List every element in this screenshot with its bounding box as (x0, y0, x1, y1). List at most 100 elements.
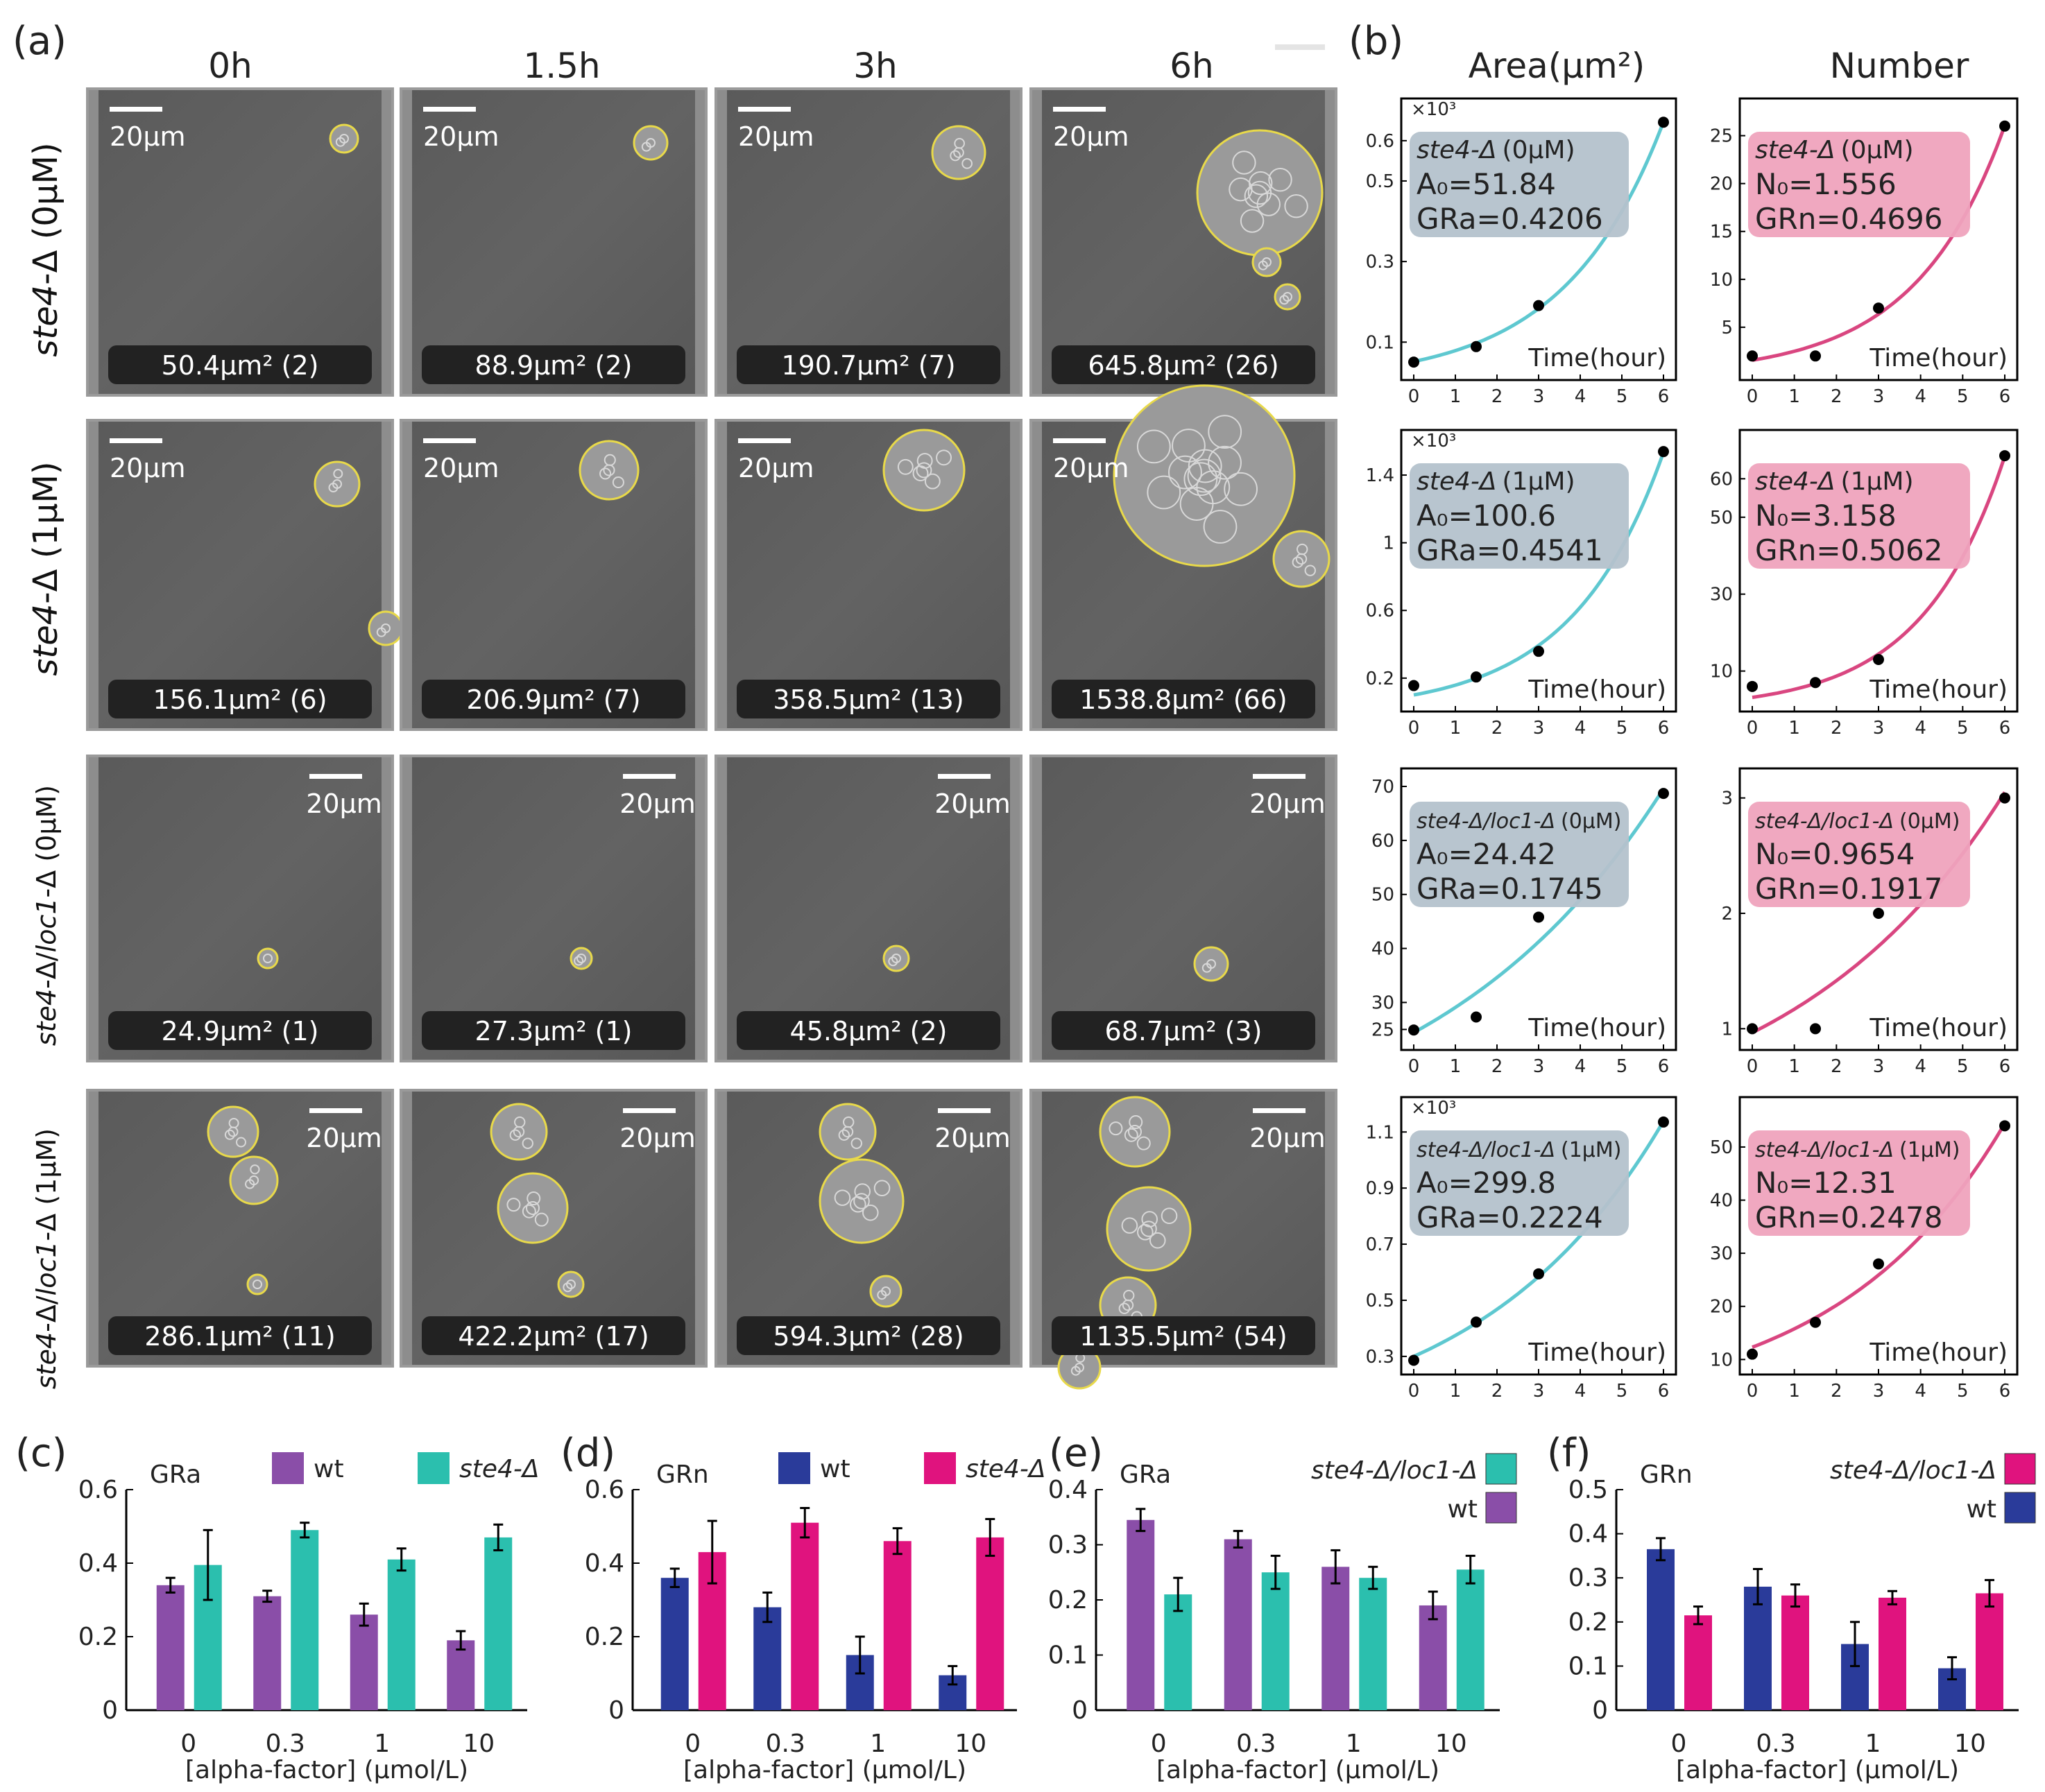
y-tick-label: 2 (1721, 904, 1733, 924)
y-tick-label: 0.3 (1048, 1531, 1088, 1560)
category-label: 0.3 (266, 1730, 305, 1758)
yeast-cell (612, 476, 624, 489)
y-tick-label: 0 (608, 1696, 624, 1725)
yeast-cell (1203, 510, 1238, 544)
yeast-cell (843, 1116, 855, 1128)
x-tick-label: 6 (1658, 386, 1670, 407)
bar-chart-e: 0 0.1 0.2 0.3 0.4 0 0.3 1 10[alpha-factor] (μmol… (1048, 1453, 1517, 1784)
fit-strain-label: ste4-Δ/loc1-Δ (1μM) (1755, 1138, 1960, 1162)
y-tick-label: 0.6 (1366, 601, 1394, 621)
y-tick-label: 70 (1371, 777, 1394, 798)
bar-wt-0.3 (1224, 1539, 1252, 1710)
time-header-1: 1.5h (523, 46, 600, 86)
x-tick-label: 5 (1957, 1056, 1969, 1077)
time-axis-label: Time(hour) (1869, 1338, 2008, 1367)
yeast-cell (1121, 1217, 1138, 1234)
x-tick-label: 6 (1658, 1381, 1670, 1402)
fit-info-box (1748, 463, 1970, 569)
data-point (1747, 680, 1758, 692)
column-header-number: Number (1830, 46, 1969, 86)
caption-box (422, 1011, 685, 1050)
colony-outline (497, 1172, 569, 1244)
x-tick-label: 0 (1408, 1056, 1420, 1077)
row-label-1: ste4-Δ (1μM) (26, 461, 65, 675)
micro-tile-bg (1029, 755, 1337, 1062)
channel-edge (1010, 1092, 1020, 1365)
scale-bar (309, 774, 362, 779)
channel-edge (382, 757, 391, 1060)
fit-growth-rate: GRn=0.1917 (1755, 872, 1943, 906)
yeast-cell (1161, 1207, 1178, 1225)
yeast-cell (1258, 260, 1268, 270)
cell-colony (570, 947, 593, 970)
channel-edge (717, 1092, 727, 1365)
category-label: 1 (1346, 1730, 1362, 1758)
x-tick-label: 6 (1658, 1056, 1670, 1077)
yeast-cell (534, 1212, 549, 1227)
data-point (1810, 1316, 1821, 1328)
chart-title: GRa (1120, 1461, 1171, 1489)
y-tick-label: 1.1 (1366, 1122, 1394, 1143)
channel-edge (1032, 422, 1042, 728)
cell-colony (1106, 1186, 1192, 1272)
data-point (1408, 1024, 1419, 1036)
channel-edge (695, 757, 705, 1060)
strain-name: ste4-Δ/loc1-Δ (1755, 809, 1894, 834)
strain-name: ste4-Δ (1417, 467, 1497, 496)
panel-letter-a: (a) (12, 19, 67, 64)
x-tick-label: 5 (1957, 386, 1969, 407)
category-label: 10 (1435, 1730, 1467, 1758)
scale-bar-label: 20μm (423, 121, 499, 152)
fit-strain-label: ste4-Δ (0μM) (1417, 136, 1575, 164)
y-tick-label: 5 (1721, 318, 1733, 338)
data-point (1533, 1268, 1544, 1280)
yeast-cell (1304, 565, 1316, 576)
x-tick-label: 6 (1999, 386, 2011, 407)
condition: (1μM) (1503, 467, 1575, 496)
yeast-cell (1284, 194, 1308, 218)
area-count-caption: 286.1μm² (11) (144, 1321, 335, 1352)
data-point (1810, 1023, 1821, 1035)
time-header-2: 3h (853, 46, 898, 86)
yeast-cell (1136, 429, 1171, 464)
scale-bar (309, 1108, 362, 1113)
caption-box (1052, 1011, 1315, 1050)
scale-bar-label: 20μm (110, 453, 186, 483)
micro-tile: 20μm 50.4μm² (2) (86, 87, 394, 397)
y-tick-label: 0.4 (585, 1549, 624, 1578)
yeast-cell (245, 1179, 255, 1189)
data-point (1873, 908, 1884, 919)
y-tick-label: 30 (1710, 1243, 1733, 1264)
scale-bar-label: 20μm (423, 453, 499, 483)
scale-bar (623, 774, 676, 779)
x-tick-label: 2 (1831, 1056, 1842, 1077)
yeast-cell (514, 1116, 526, 1128)
micro-tile: 20μm 1135.5μm² (54) (1029, 1089, 1337, 1390)
legend-swatch (778, 1452, 810, 1484)
scale-bar (1053, 438, 1106, 443)
bar-wt-0.3 (753, 1607, 782, 1710)
yeast-cell (566, 1280, 576, 1289)
y-tick-label: 50 (1710, 1137, 1733, 1158)
y-tick-label: 0.6 (585, 1476, 624, 1504)
area-count-caption: 594.3μm² (28) (773, 1321, 964, 1352)
yeast-cell (1168, 455, 1202, 490)
data-point (1471, 671, 1482, 683)
scale-bar-label: 20μm (619, 1123, 696, 1153)
fit-growth-rate: GRa=0.4541 (1417, 533, 1603, 567)
y-tick-label: 15 (1710, 222, 1733, 243)
panel-letter-f: (f) (1547, 1431, 1591, 1476)
y-tick-label: 0.2 (78, 1623, 118, 1651)
area-count-caption: 24.9μm² (1) (162, 1016, 319, 1046)
micro-tile: 20μm 1538.8μm² (66) (1029, 384, 1337, 731)
fit-strain-label: ste4-Δ/loc1-Δ (0μM) (1755, 809, 1960, 834)
y-tick-label: 25 (1710, 126, 1733, 147)
condition: (0μM) (1503, 136, 1575, 164)
bar-ste4loc1-0.3 (1261, 1572, 1290, 1710)
data-point (1873, 654, 1884, 665)
caption-box (737, 1316, 1000, 1355)
category-label: 0 (1671, 1730, 1687, 1758)
data-point (1747, 1023, 1758, 1035)
